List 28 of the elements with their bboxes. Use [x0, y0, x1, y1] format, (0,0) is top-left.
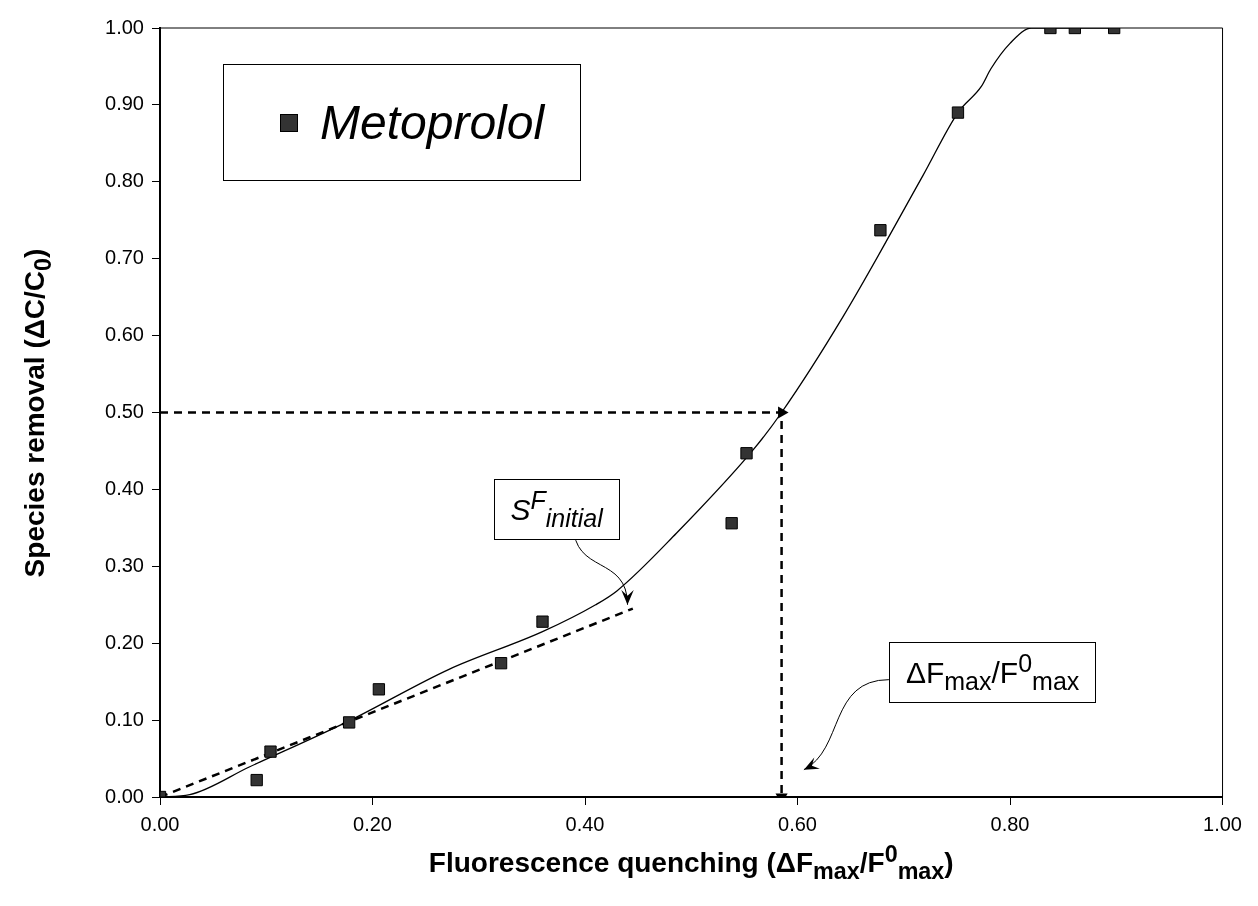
point [874, 224, 887, 237]
y-tick-label: 0.00 [105, 784, 144, 807]
y-tick-label: 0.50 [105, 400, 144, 423]
y-tick-label: 0.10 [105, 707, 144, 730]
legend-label: Metoprolol [320, 95, 545, 150]
y-tick-label: 0.60 [105, 323, 144, 346]
y-tick-label: 0.70 [105, 246, 144, 269]
point [264, 745, 277, 758]
y-tick-label: 1.00 [105, 15, 144, 38]
point [494, 657, 508, 670]
y-tick-label: 0.80 [105, 169, 144, 192]
x-tick-label: 0.60 [778, 812, 817, 835]
x-tick-label: 1.00 [1203, 812, 1243, 835]
x-tick-label: 0.20 [353, 812, 392, 835]
x-tick-label: 0.80 [990, 812, 1030, 835]
point [536, 615, 549, 628]
point [250, 773, 263, 787]
x-tick-label: 0.40 [565, 812, 605, 835]
x-axis-title: Fluorescence quenching (ΔF$_{max}$/F$^{0}$$_{max}$) [427, 841, 955, 885]
point [372, 683, 386, 696]
y-tick-label: 0.40 [105, 476, 144, 499]
y-tick-label: 0.90 [105, 92, 144, 115]
x-tick-label: 0.00 [140, 812, 180, 835]
point [725, 517, 738, 530]
y-tick-label: 0.20 [105, 630, 144, 653]
point [740, 447, 753, 460]
y-tick-label: 0.30 [105, 553, 144, 576]
point [342, 716, 356, 729]
